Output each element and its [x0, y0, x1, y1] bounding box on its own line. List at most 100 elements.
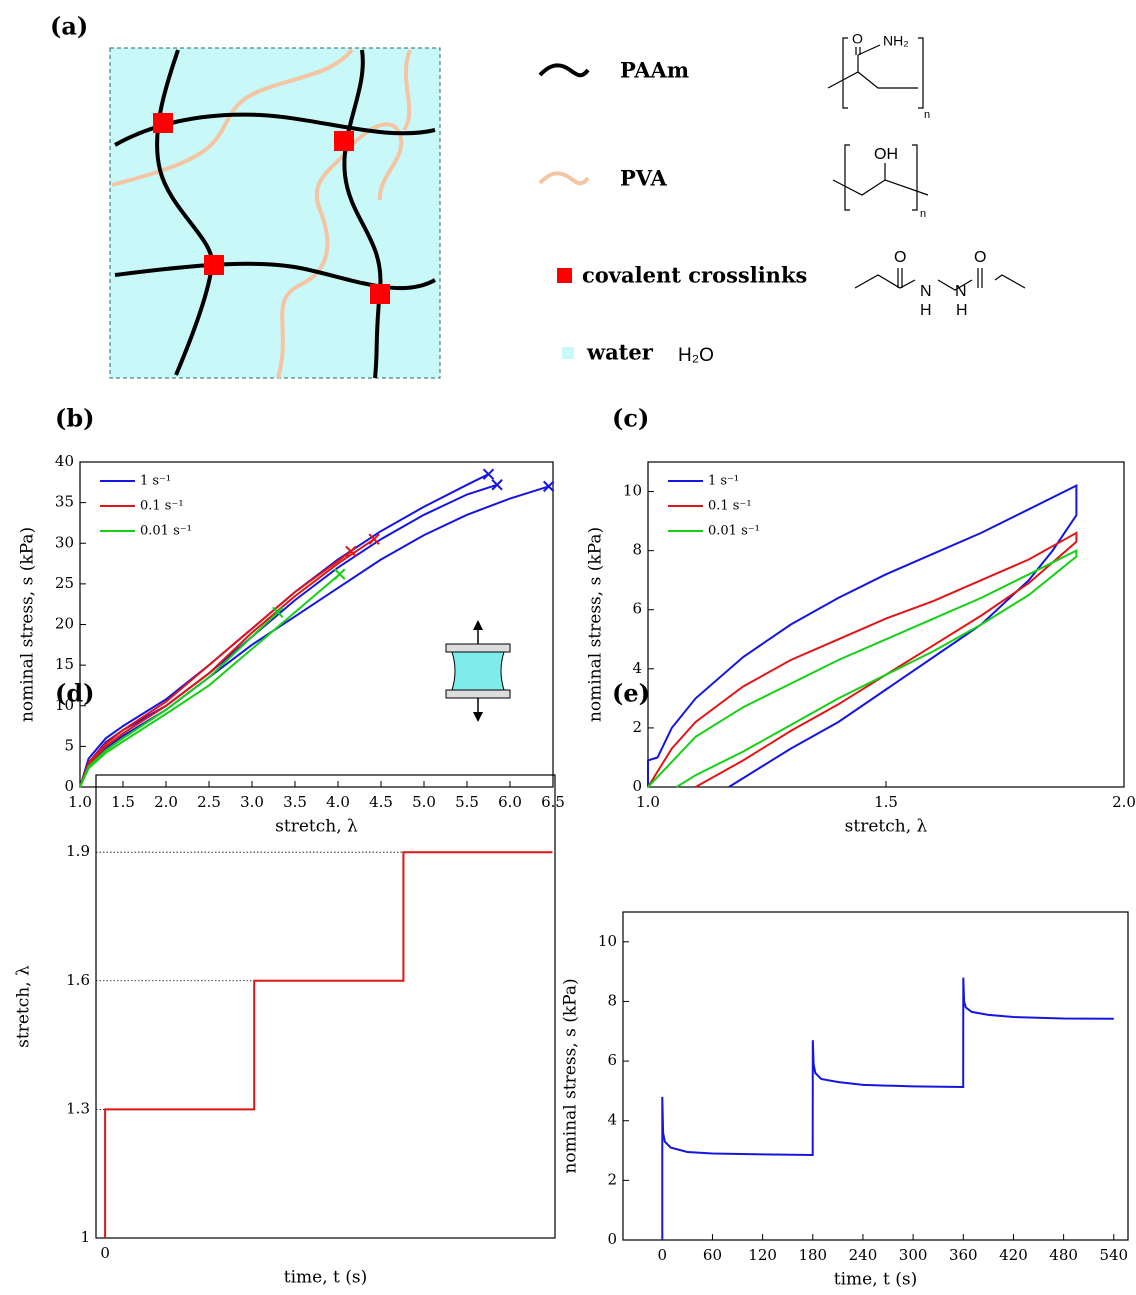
legend-label: 0.01 s⁻¹	[140, 524, 192, 539]
water-formula: H₂O	[678, 345, 714, 366]
x-tick-label: 1.5	[111, 793, 135, 811]
legend-label: 1 s⁻¹	[708, 474, 739, 489]
y-tick-label: 2	[632, 718, 642, 736]
y-tick-label: 6	[607, 1051, 617, 1069]
chem-atom: O	[974, 249, 986, 266]
data-line	[79, 473, 489, 788]
x-tick-label: 180	[798, 1246, 827, 1264]
x-tick-label: 1.0	[68, 793, 92, 811]
chem-atom: O	[852, 31, 863, 47]
chem-subscript: n	[924, 109, 930, 121]
x-tick-label: 5.5	[455, 793, 479, 811]
x-tick-label: 6.5	[541, 793, 565, 811]
x-tick-label: 360	[949, 1246, 978, 1264]
data-line	[661, 977, 1114, 1240]
y-tick-label: 20	[55, 615, 74, 633]
break-marker	[272, 606, 284, 619]
y-axis-label: nominal stress, s (kPa)	[586, 527, 606, 722]
paam-structure	[827, 37, 924, 109]
y-tick-label: 4	[632, 659, 642, 677]
sample-inset	[445, 620, 511, 722]
legend-label: 0.1 s⁻¹	[708, 499, 752, 514]
x-axis-label: time, t (s)	[284, 1268, 367, 1288]
x-tick-label: 300	[899, 1246, 928, 1264]
crosslinks-part	[334, 131, 354, 151]
x-tick-label: 2.0	[154, 793, 178, 811]
x-tick-label: 1.5	[874, 793, 898, 811]
y-tick-label: 1.6	[66, 971, 90, 989]
x-tick-label: 0	[100, 1244, 110, 1262]
x-tick-label: 3.0	[240, 793, 264, 811]
plot-frame	[95, 774, 556, 1239]
pva-structure-part	[832, 163, 929, 196]
x-tick-label: 420	[999, 1246, 1028, 1264]
y-tick-label: 8	[607, 991, 617, 1009]
y-tick-label: 0	[64, 777, 74, 795]
break-marker	[542, 480, 555, 493]
x-tick-label: 1.0	[636, 793, 660, 811]
x-tick-label: 120	[748, 1246, 777, 1264]
panel-label: (a)	[50, 12, 88, 41]
crosslinks-part	[204, 255, 224, 275]
data-line	[79, 550, 352, 788]
pva-chains-part	[276, 122, 404, 379]
panel-label: (e)	[612, 679, 650, 708]
y-tick-label: 2	[607, 1170, 617, 1188]
legend-label: 0.01 s⁻¹	[708, 524, 760, 539]
legend-label: water	[586, 340, 654, 365]
y-tick-label: 10	[598, 932, 617, 950]
crosslinks-part	[370, 284, 390, 304]
break-marker	[482, 468, 495, 480]
paam-structure-part	[827, 44, 918, 89]
panel-a: (a) PAAm PVA covalent crosslinks water H…	[50, 12, 1026, 379]
chem-atom: H	[920, 302, 932, 319]
crosslinks-part	[153, 113, 173, 133]
panel-label: (d)	[55, 679, 95, 708]
y-tick-label: 1.9	[66, 842, 90, 860]
y-tick-label: 30	[55, 533, 74, 551]
data-line	[79, 611, 279, 788]
paam-structure-part	[842, 37, 924, 109]
y-tick-label: 4	[607, 1111, 617, 1129]
pva-chains	[111, 48, 412, 379]
chem-atom: H	[956, 302, 968, 319]
data-line	[79, 573, 341, 788]
x-tick-label: 540	[1099, 1246, 1128, 1264]
legend-label: 1 s⁻¹	[140, 474, 171, 489]
x-axis-label: stretch, λ	[845, 817, 928, 837]
x-tick-label: 3.5	[283, 793, 307, 811]
legend-label: PVA	[620, 166, 667, 191]
pva-chains-part	[402, 49, 412, 132]
x-tick-label: 6.0	[498, 793, 522, 811]
y-tick-label: 5	[64, 736, 74, 754]
data-line	[104, 851, 553, 1238]
y-tick-label: 8	[632, 541, 642, 559]
sample-inset-part	[445, 643, 511, 653]
y-tick-label: 6	[632, 600, 642, 618]
crosslinker-structure-part	[854, 274, 1026, 291]
crosslinker-structure-part	[897, 268, 983, 288]
crosslinker-structure	[854, 268, 1026, 291]
pva-structure	[832, 144, 929, 211]
legend-water-swatch	[562, 347, 574, 359]
data-line	[79, 538, 375, 788]
x-tick-label: 4.0	[326, 793, 350, 811]
y-axis-label: nominal stress, s (kPa)	[561, 978, 581, 1173]
crosslinks	[153, 113, 390, 304]
x-axis-label: stretch, λ	[275, 817, 358, 837]
paam-chains-part	[342, 49, 383, 379]
paam-chains-part	[155, 49, 215, 376]
break-marker	[345, 545, 357, 558]
legend-label: 0.1 s⁻¹	[140, 499, 184, 514]
sample-inset-part	[445, 689, 511, 699]
x-tick-label: 480	[1049, 1246, 1078, 1264]
x-tick-label: 240	[849, 1246, 878, 1264]
y-tick-label: 35	[55, 493, 74, 511]
x-tick-label: 2.5	[197, 793, 221, 811]
chem-subscript: n	[920, 208, 926, 220]
data-line	[647, 531, 1078, 788]
sample-inset-part	[451, 651, 505, 691]
panel-label: (b)	[55, 404, 95, 433]
legend-crosslink-swatch	[557, 268, 572, 283]
